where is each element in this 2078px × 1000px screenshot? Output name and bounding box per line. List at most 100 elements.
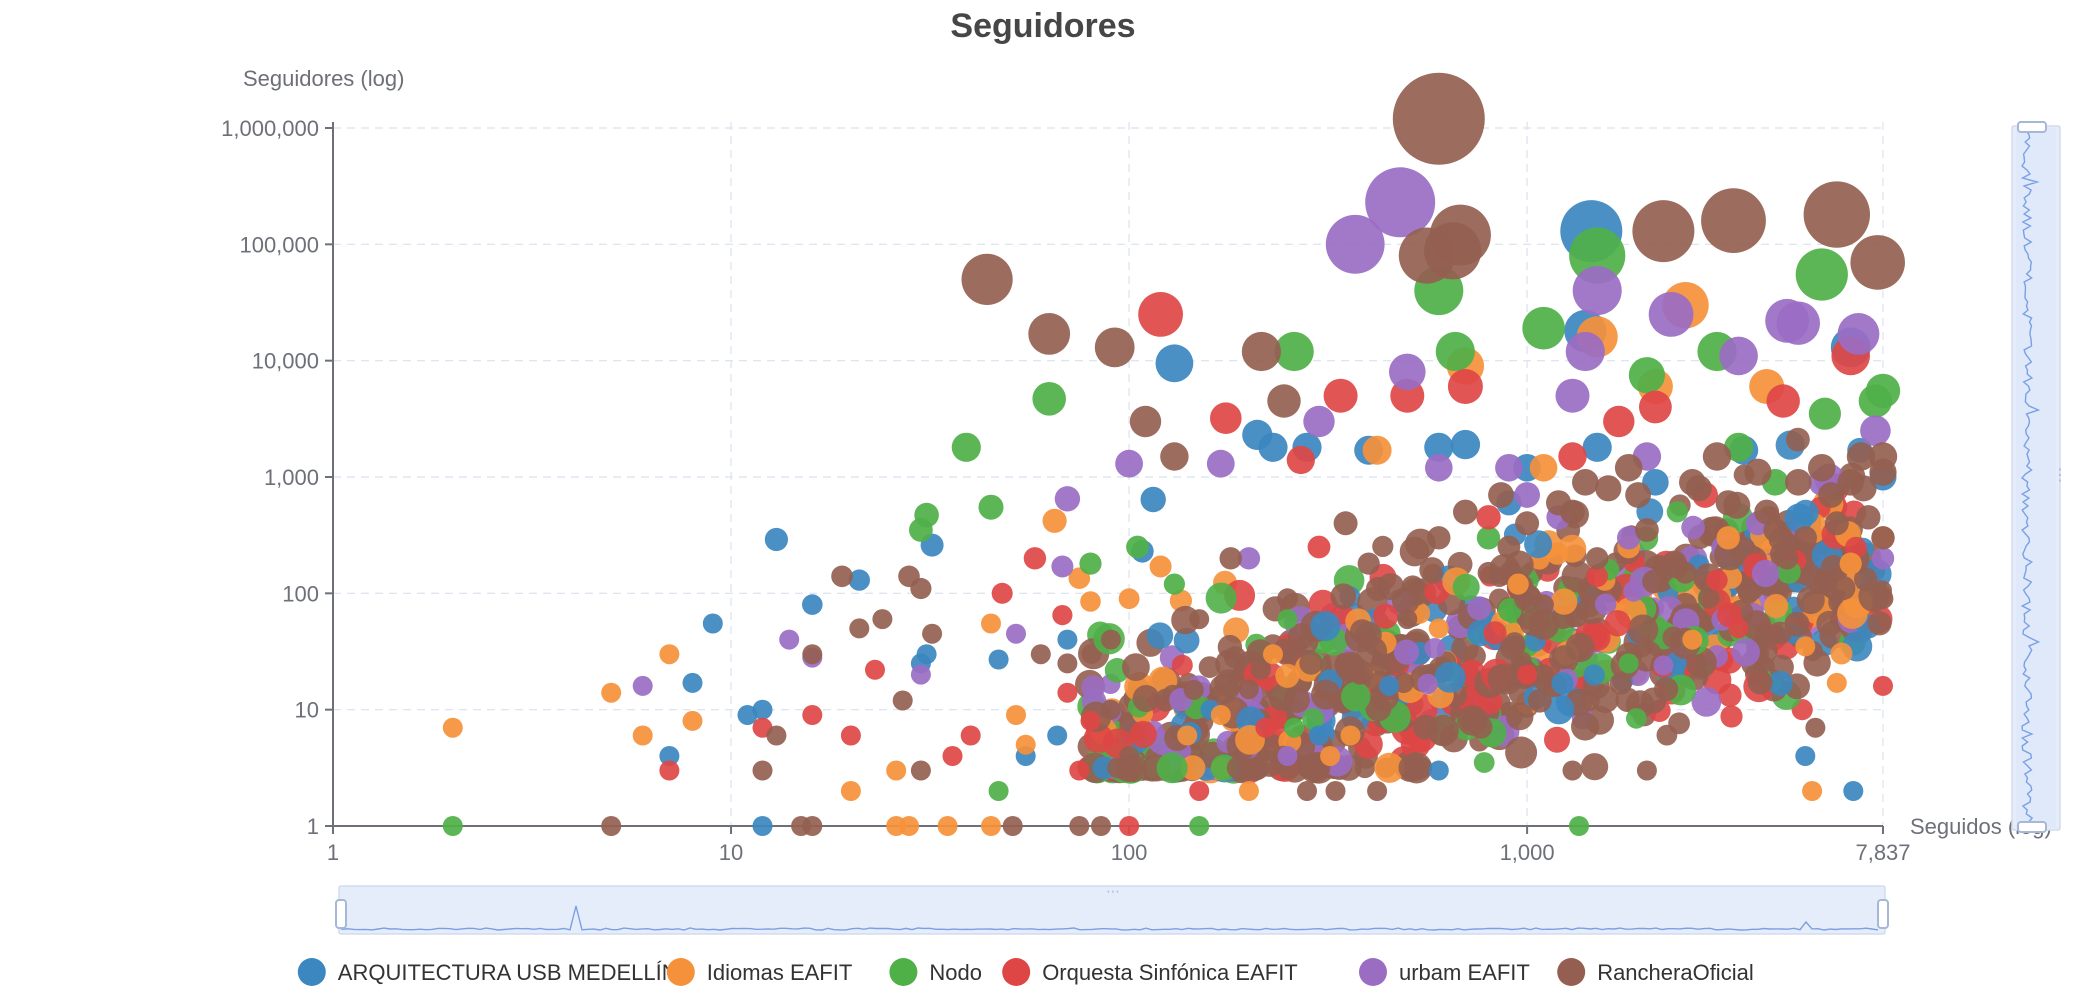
data-point[interactable] <box>1189 781 1210 801</box>
data-point[interactable] <box>1467 596 1492 621</box>
data-point[interactable] <box>1425 454 1453 482</box>
legend-item-4[interactable]: urbam EAFIT <box>1359 958 1530 986</box>
data-point[interactable] <box>1219 547 1242 570</box>
data-point[interactable] <box>1069 816 1090 836</box>
data-point[interactable] <box>1603 405 1635 438</box>
data-point[interactable] <box>1627 614 1659 646</box>
data-point[interactable] <box>1180 755 1206 781</box>
data-point[interactable] <box>1119 746 1140 766</box>
data-point[interactable] <box>1015 734 1036 755</box>
data-point[interactable] <box>1507 573 1529 595</box>
data-point[interactable] <box>1069 760 1090 781</box>
data-point[interactable] <box>1786 427 1810 452</box>
data-point[interactable] <box>1424 638 1446 659</box>
data-point[interactable] <box>1617 526 1641 550</box>
data-point[interactable] <box>1398 754 1426 782</box>
data-point[interactable] <box>1701 188 1766 254</box>
data-point[interactable] <box>1768 621 1792 645</box>
data-point[interactable] <box>702 613 723 634</box>
data-point[interactable] <box>1299 651 1323 675</box>
data-point[interactable] <box>1435 331 1475 372</box>
data-point[interactable] <box>1115 449 1143 478</box>
data-point[interactable] <box>1495 454 1523 482</box>
data-point[interactable] <box>1460 710 1481 731</box>
data-point[interactable] <box>1639 390 1672 424</box>
data-point[interactable] <box>892 690 913 711</box>
data-point[interactable] <box>1052 605 1073 626</box>
data-point[interactable] <box>1340 725 1361 746</box>
data-point[interactable] <box>1731 638 1760 667</box>
data-point[interactable] <box>1764 594 1789 619</box>
data-point[interactable] <box>1367 781 1388 801</box>
data-point[interactable] <box>1355 621 1382 649</box>
data-point[interactable] <box>1830 575 1856 601</box>
data-point[interactable] <box>960 725 981 746</box>
data-point[interactable] <box>1206 449 1235 478</box>
data-point[interactable] <box>1527 688 1552 713</box>
data-point[interactable] <box>865 659 885 680</box>
data-point[interactable] <box>1132 685 1160 712</box>
data-point[interactable] <box>1805 717 1826 738</box>
data-point[interactable] <box>1275 663 1300 688</box>
data-point[interactable] <box>1555 378 1590 413</box>
data-point[interactable] <box>1483 621 1507 645</box>
data-point[interactable] <box>1452 573 1480 601</box>
data-point[interactable] <box>1349 664 1370 685</box>
data-point[interactable] <box>1867 611 1892 636</box>
data-point[interactable] <box>1323 378 1358 413</box>
data-point[interactable] <box>1635 518 1659 542</box>
data-point[interactable] <box>1653 655 1674 676</box>
data-point[interactable] <box>1724 432 1754 462</box>
data-point[interactable] <box>752 816 773 836</box>
data-point[interactable] <box>1341 681 1371 712</box>
data-point[interactable] <box>848 569 870 591</box>
data-point[interactable] <box>1042 508 1067 533</box>
data-point[interactable] <box>1763 518 1788 542</box>
data-point[interactable] <box>1808 397 1841 430</box>
data-point[interactable] <box>1591 685 1619 714</box>
data-point[interactable] <box>991 582 1013 604</box>
data-point[interactable] <box>1210 402 1242 435</box>
data-point[interactable] <box>1628 357 1665 394</box>
data-point[interactable] <box>1524 530 1553 559</box>
data-point[interactable] <box>1839 552 1862 575</box>
data-point[interactable] <box>1002 816 1023 836</box>
data-point[interactable] <box>1241 331 1281 372</box>
data-point[interactable] <box>1453 499 1478 525</box>
data-point[interactable] <box>1751 559 1780 588</box>
data-point[interactable] <box>1754 499 1780 525</box>
data-point[interactable] <box>1871 526 1895 550</box>
data-point[interactable] <box>442 816 463 836</box>
data-point[interactable] <box>1625 482 1651 508</box>
data-point[interactable] <box>682 710 703 731</box>
data-point[interactable] <box>802 594 823 615</box>
data-point[interactable] <box>682 672 703 693</box>
data-point[interactable] <box>632 675 653 696</box>
data-point[interactable] <box>1738 582 1759 604</box>
data-point[interactable] <box>1795 746 1816 766</box>
data-point[interactable] <box>922 623 943 644</box>
data-point[interactable] <box>1119 816 1140 836</box>
data-point[interactable] <box>1560 499 1585 525</box>
data-point[interactable] <box>1424 432 1454 462</box>
data-point[interactable] <box>442 717 463 738</box>
data-point[interactable] <box>1871 547 1895 570</box>
data-point[interactable] <box>1586 565 1608 588</box>
data-point[interactable] <box>1357 552 1380 575</box>
data-point[interactable] <box>1623 580 1645 602</box>
data-point[interactable] <box>1100 629 1121 650</box>
data-point[interactable] <box>1872 588 1894 610</box>
data-point[interactable] <box>910 577 932 600</box>
data-point[interactable] <box>978 494 1004 520</box>
data-point[interactable] <box>1558 534 1587 563</box>
data-point[interactable] <box>1702 442 1732 471</box>
data-point[interactable] <box>1583 664 1605 686</box>
data-point[interactable] <box>1473 752 1495 773</box>
data-point[interactable] <box>1080 710 1101 731</box>
data-point[interactable] <box>1843 781 1864 801</box>
data-point[interactable] <box>1803 181 1871 248</box>
data-point[interactable] <box>1372 535 1394 558</box>
data-point[interactable] <box>831 565 853 588</box>
legend-item-5[interactable]: RancheraOficial <box>1557 958 1754 986</box>
horizontal-zoom-handle-right[interactable] <box>1877 899 1889 929</box>
